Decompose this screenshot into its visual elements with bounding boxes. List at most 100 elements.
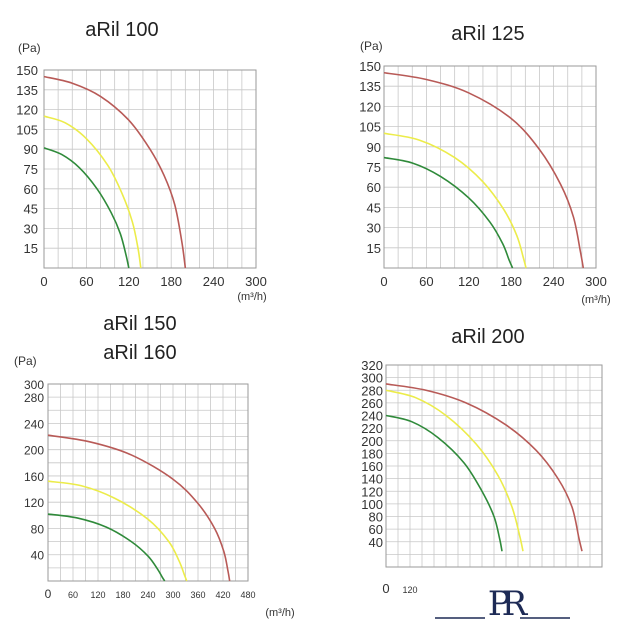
curve-yellow <box>385 389 524 552</box>
x-tick-label: 240 <box>203 274 225 289</box>
y-tick-label: 180 <box>361 446 383 461</box>
y-tick-label: 100 <box>361 497 383 512</box>
y-tick-label: 75 <box>367 160 381 175</box>
y-tick-label: 40 <box>369 535 383 550</box>
curve-green <box>383 156 514 269</box>
y-tick-label: 15 <box>367 241 381 256</box>
chart-panel-1: aRil 100 (Pa) (m³/h) 15 30 45 60 75 90 105 120 135 1… <box>16 19 267 303</box>
y-tick-label: 30 <box>367 221 381 236</box>
x-tick-label: 360 <box>190 590 205 600</box>
y-tick-label: 140 <box>361 472 383 487</box>
y-tick-label: 120 <box>359 99 381 114</box>
brand-logo: PR <box>435 584 570 624</box>
x-tick-label: 300 <box>585 274 607 289</box>
x-tick-label: 0 <box>45 587 52 601</box>
y-tick-label: 105 <box>16 122 38 137</box>
grid <box>383 65 597 269</box>
chart-title: aRil 125 <box>451 23 524 45</box>
y-tick-label: 80 <box>369 510 383 525</box>
y-axis-label: (Pa) <box>360 39 383 53</box>
y-tick-label: 135 <box>16 83 38 98</box>
x-tick-label: 240 <box>543 274 565 289</box>
y-tick-label: 200 <box>24 444 44 458</box>
x-tick-label: 0 <box>382 581 389 596</box>
curve-red <box>383 71 585 269</box>
y-tick-label: 45 <box>24 202 38 217</box>
plot-frame <box>47 383 249 582</box>
curve-yellow <box>383 132 527 269</box>
y-tick-label: 150 <box>359 59 381 74</box>
curve-green <box>43 147 130 269</box>
y-tick-label: 150 <box>16 63 38 78</box>
y-tick-label: 90 <box>24 142 38 157</box>
x-tick-label: 180 <box>115 590 130 600</box>
x-tick-label: 60 <box>419 274 433 289</box>
grid <box>47 383 249 582</box>
grid <box>385 364 603 568</box>
y-tick-label: 45 <box>367 200 381 215</box>
chart-title: aRil 150 <box>103 313 176 335</box>
plot-frame <box>43 69 257 269</box>
y-tick-label: 105 <box>359 120 381 135</box>
curve-red <box>47 434 231 582</box>
x-tick-label: 240 <box>140 590 155 600</box>
y-tick-label: 30 <box>24 221 38 236</box>
y-tick-label: 280 <box>24 391 44 405</box>
y-tick-label: 220 <box>361 421 383 436</box>
x-tick-label: 180 <box>160 274 182 289</box>
y-tick-label: 60 <box>369 522 383 537</box>
plot-frame <box>383 65 597 269</box>
y-tick-label: 135 <box>359 79 381 94</box>
y-tick-label: 120 <box>16 103 38 118</box>
y-tick-label: 160 <box>361 459 383 474</box>
curve-green <box>385 414 503 552</box>
y-tick-label: 160 <box>24 470 44 484</box>
y-tick-label: 120 <box>24 496 44 510</box>
chart-title: aRil 100 <box>85 19 158 41</box>
x-tick-label: 120 <box>90 590 105 600</box>
y-axis-label: (Pa) <box>18 41 41 55</box>
y-tick-label: 90 <box>367 140 381 155</box>
x-tick-label: 120 <box>402 585 417 595</box>
y-tick-label: 240 <box>24 417 44 431</box>
x-tick-label: 180 <box>500 274 522 289</box>
x-tick-label: 0 <box>40 274 47 289</box>
chart-title: aRil 200 <box>451 326 524 348</box>
y-tick-label: 120 <box>361 484 383 499</box>
y-tick-label: 240 <box>361 409 383 424</box>
y-tick-label: 280 <box>361 383 383 398</box>
curve-yellow <box>43 115 142 269</box>
y-tick-label: 60 <box>367 180 381 195</box>
y-tick-label: 260 <box>361 396 383 411</box>
x-tick-label: 300 <box>245 274 267 289</box>
y-tick-label: 40 <box>31 549 45 563</box>
x-tick-label: 120 <box>118 274 140 289</box>
charts-layer: aRil 100 (Pa) (m³/h) 15 30 45 60 75 90 105 120 135 1… <box>14 19 611 619</box>
grid <box>43 69 257 269</box>
curve-yellow <box>47 480 188 582</box>
y-tick-label: 80 <box>31 522 45 536</box>
y-tick-label: 75 <box>24 162 38 177</box>
curve-red <box>385 383 583 552</box>
x-tick-label: 60 <box>79 274 93 289</box>
x-axis-label: (m³/h) <box>581 294 610 306</box>
x-tick-label: 60 <box>68 590 78 600</box>
x-tick-label: 420 <box>215 590 230 600</box>
x-axis-label: (m³/h) <box>265 607 294 619</box>
x-tick-label: 120 <box>458 274 480 289</box>
chart-panel-4: aRil 20040608010012014016018020022024026… <box>361 326 603 596</box>
chart-title: aRil 160 <box>103 342 176 364</box>
y-tick-label: 320 <box>361 358 383 373</box>
x-tick-label: 0 <box>380 274 387 289</box>
x-tick-label: 480 <box>240 590 255 600</box>
chart-panel-2: aRil 125 (Pa) (m³/h) 15 30 45 60 75 90 105 120 135 1… <box>359 23 610 306</box>
x-tick-label: 300 <box>165 590 180 600</box>
curve-green <box>47 513 166 582</box>
y-tick-label: 15 <box>24 241 38 256</box>
y-tick-label: 60 <box>24 182 38 197</box>
chart-panel-3: aRil 150 aRil 160 (Pa) (m³/h) 40 80 120 160 200 2… <box>14 313 295 619</box>
plot-frame <box>385 364 603 568</box>
y-axis-label: (Pa) <box>14 354 37 368</box>
y-tick-label: 200 <box>361 434 383 449</box>
